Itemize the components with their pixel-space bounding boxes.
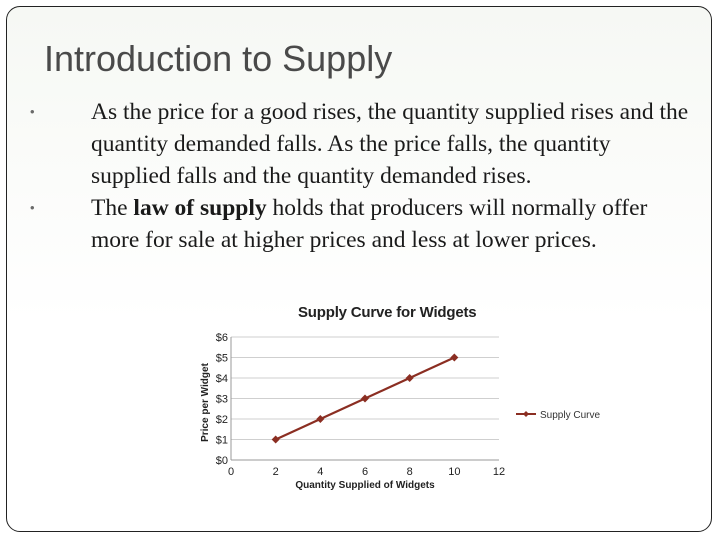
y-tick-label: $2	[216, 414, 228, 426]
bullet-marker: •	[30, 200, 35, 215]
y-tick-label: $5	[216, 353, 228, 365]
y-tick-label: $3	[216, 394, 228, 406]
x-tick-label: 12	[493, 466, 505, 478]
data-point	[361, 394, 369, 403]
data-point	[450, 353, 459, 362]
legend-marker	[523, 411, 529, 417]
y-tick-label: $0	[216, 455, 228, 467]
bullet-item: • The law of supply holds that producers…	[30, 192, 690, 256]
bullet-marker: •	[30, 104, 35, 119]
x-tick-labels: 0 2 4 6 8 10 12	[228, 466, 505, 478]
y-tick-label: $1	[216, 435, 228, 447]
series-layer	[271, 353, 459, 444]
slide-title: Introduction to Supply	[44, 38, 393, 79]
bullet-list: • As the price for a good rises, the qua…	[30, 96, 690, 256]
x-tick-label: 0	[228, 466, 234, 478]
data-point	[316, 415, 325, 423]
data-point	[271, 435, 280, 444]
bullet-item: • As the price for a good rises, the qua…	[30, 96, 690, 192]
x-tick-label: 6	[362, 466, 368, 478]
legend-label: Supply Curve	[540, 410, 600, 421]
bullet-text-before: The	[91, 195, 134, 221]
x-tick-label: 8	[407, 466, 413, 478]
x-axis-title: Quantity Supplied of Widgets	[295, 480, 435, 491]
bullet-text-after: holds that producers will normally offer…	[91, 195, 648, 253]
slide-frame	[6, 6, 712, 532]
x-tick-label: 4	[317, 466, 323, 478]
chart-title: Supply Curve for Widgets	[298, 304, 477, 321]
bullet-bold-term: law of supply	[133, 195, 267, 221]
y-tick-label: $4	[216, 373, 228, 385]
x-tick-label: 2	[273, 466, 279, 478]
bullet-text: As the price for a good rises, the quant…	[91, 99, 689, 189]
y-tick-label: $6	[216, 332, 228, 344]
y-tick-labels: $0 $1 $2 $3 $4 $5 $6	[216, 332, 228, 467]
legend: Supply Curve	[516, 410, 600, 421]
data-point	[405, 374, 414, 382]
y-axis-title: Price per Widget	[200, 362, 211, 441]
x-tick-label: 10	[448, 466, 460, 478]
